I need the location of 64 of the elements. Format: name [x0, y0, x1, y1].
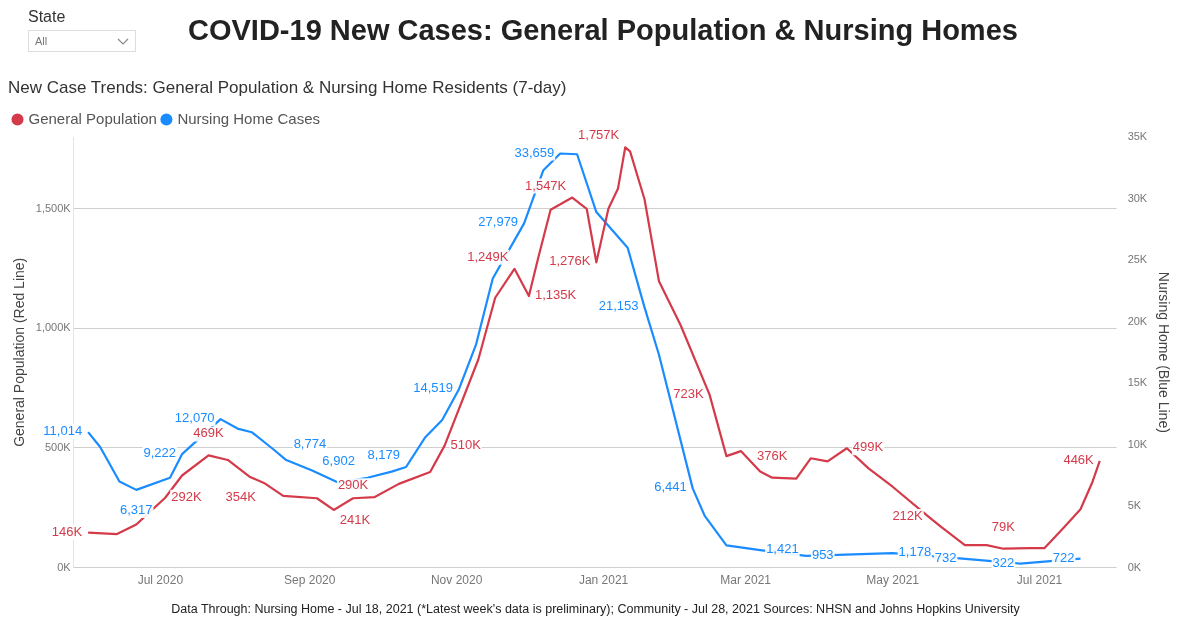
data-label: 6,441 [654, 479, 687, 495]
data-label: 1,178 [898, 544, 932, 560]
y-tick-label: 0K [57, 560, 72, 573]
legend-label: Nursing Home Cases [177, 109, 320, 127]
y2-tick-label: 15K [1127, 376, 1148, 389]
data-label: 732 [934, 549, 957, 565]
data-label: 79K [991, 518, 1016, 534]
data-label: 241K [339, 512, 371, 528]
data-label: 8,774 [293, 435, 327, 451]
data-label: 8,179 [367, 447, 401, 463]
x-tick-label: Nov 2020 [430, 573, 483, 588]
data-label: 6,902 [322, 452, 355, 468]
data-label: 27,979 [478, 214, 519, 230]
data-label: 21,153 [598, 298, 639, 314]
chart-title: COVID-19 New Cases: General Population & Nursing Homes [188, 14, 1018, 47]
data-label: 11,014 [43, 423, 83, 439]
data-label: 14,519 [413, 380, 454, 396]
data-label: 33,659 [514, 144, 555, 160]
y2-axis-title: Nursing Home (Blue Line) [1155, 271, 1172, 433]
y2-tick-label: 35K [1127, 130, 1148, 143]
data-label: 322 [992, 554, 1015, 570]
chart-subtitle: New Case Trends: General Population & Nursing Home Residents (7-day) [8, 78, 568, 98]
data-label: 953 [811, 546, 834, 562]
y2-tick-label: 5K [1127, 499, 1142, 512]
data-label: 1,276K [549, 253, 591, 269]
data-label: 510K [450, 436, 482, 452]
data-label: 446K [1063, 451, 1095, 467]
y-tick-label: 1,500K [35, 201, 72, 214]
y-tick-label: 1,000K [35, 321, 72, 334]
x-tick-label: Sep 2020 [284, 573, 336, 588]
data-label: 354K [225, 488, 257, 504]
data-label: 212K [892, 507, 924, 523]
x-tick-label: May 2021 [866, 573, 920, 588]
text: Data Through: Nursing Home - Jul 18, 2021 (*Latest week's data is preliminary); Community - Jul 28, 2021 Sources: NHSN and Johns Hopkins University [170, 602, 1021, 616]
y-axis-title: General Population (Red Line) [11, 257, 28, 447]
y2-tick-label: 20K [1127, 314, 1148, 327]
data-label: 376K [757, 447, 788, 463]
text: All [35, 35, 48, 47]
data-label: 146K [51, 523, 83, 539]
data-label: 723K [673, 385, 704, 401]
data-label: 1,757K [578, 127, 620, 143]
data-label: 12,070 [174, 410, 215, 426]
y2-tick-label: 0K [1127, 560, 1142, 573]
data-label: 1,135K [534, 287, 577, 303]
data-label: 1,547K [525, 177, 567, 193]
data-label: 722 [1052, 549, 1075, 565]
data-label: 9,222 [143, 445, 177, 461]
x-tick-label: Jul 2021 [1016, 573, 1063, 588]
data-label: 499K [852, 439, 884, 455]
data-label: 290K [337, 477, 369, 493]
legend-label: General Population [28, 109, 157, 127]
text: State [28, 8, 67, 26]
data-label: 292K [171, 488, 202, 504]
data-label: 469K [193, 425, 225, 441]
data-label: 6,317 [120, 501, 153, 517]
data-label: 1,249K [467, 248, 509, 264]
y-tick-label: 500K [44, 441, 72, 454]
x-tick-label: Jan 2021 [578, 573, 629, 588]
y2-tick-label: 25K [1127, 253, 1148, 266]
y2-tick-label: 10K [1127, 437, 1148, 450]
x-tick-label: Mar 2021 [720, 573, 772, 588]
y2-tick-label: 30K [1127, 191, 1148, 204]
x-tick-label: Jul 2020 [137, 573, 184, 588]
data-label: 1,421 [766, 541, 799, 557]
